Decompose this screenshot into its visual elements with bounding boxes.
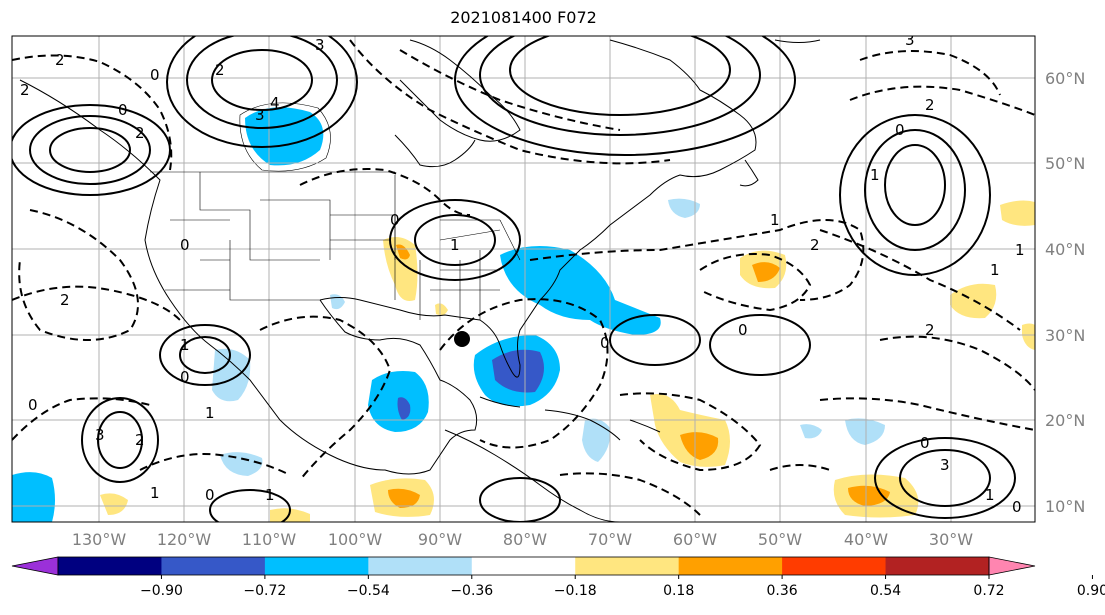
colorbar-segment: [368, 557, 473, 575]
contour-label: 1: [265, 486, 275, 504]
solid-contours: [12, 36, 1016, 522]
storm-center-marker: [454, 331, 470, 347]
colorbar-segment: [885, 557, 990, 575]
colorbar-segment: [782, 557, 887, 575]
contour-label: 3: [940, 456, 950, 474]
latitude-labels: 60°N 50°N 40°N 30°N 20°N 10°N: [1045, 69, 1085, 516]
colorbar-outline: [57, 556, 990, 576]
dashed-contours: [12, 39, 1035, 516]
negative-shading: [12, 102, 885, 522]
contour-label: 0: [118, 101, 128, 119]
colorbar-segment: [161, 557, 266, 575]
political-borders: [150, 171, 521, 320]
contour-label: 3: [95, 426, 105, 444]
lat-label: 20°N: [1045, 411, 1085, 430]
colorbar-tick-label: 0.36: [767, 583, 798, 599]
map-title: 2021081400 F072: [450, 8, 597, 27]
contour-label: 2: [20, 81, 30, 99]
contour-label: 1: [985, 486, 995, 504]
colorbar-segment: [264, 557, 369, 575]
contour-label: 2: [135, 431, 145, 449]
colorbar-tick-label: −0.18: [554, 583, 597, 599]
contour-label: 2: [215, 61, 225, 79]
contour-label: 1: [205, 404, 215, 422]
contour-label: 0: [150, 66, 160, 84]
lon-label: 30°W: [929, 530, 973, 549]
contour-label: 1: [770, 211, 780, 229]
positive-shading: [100, 200, 1035, 522]
contour-label: 4: [270, 94, 280, 112]
contour-label: 1: [870, 166, 880, 184]
contour-label: 0: [390, 211, 400, 229]
contour-label: 2: [60, 291, 70, 309]
colorbar-tick-label: 0.18: [663, 583, 694, 599]
contour-label: 1: [450, 236, 460, 254]
longitude-labels: 130°W 120°W 110°W 100°W 90°W 80°W 70°W 6…: [72, 530, 973, 549]
contour-label: 3: [315, 36, 325, 54]
lon-label: 70°W: [588, 530, 632, 549]
contour-label: 0: [738, 321, 748, 339]
lon-label: 100°W: [328, 530, 383, 549]
colorbar-extend-low: [11, 556, 59, 576]
lon-label: 90°W: [418, 530, 462, 549]
contour-label: 0: [28, 396, 38, 414]
contour-label: 2: [925, 321, 935, 339]
lon-label: 40°W: [844, 530, 888, 549]
contour-label: 0: [600, 334, 610, 352]
contour-label: 2: [810, 236, 820, 254]
contour-label: 2: [135, 124, 145, 142]
colorbar-tick-label: −0.90: [140, 583, 183, 599]
contour-label: 2: [925, 96, 935, 114]
contour-label: 1: [150, 484, 160, 502]
lat-label: 50°N: [1045, 154, 1085, 173]
contour-label: 0: [180, 368, 190, 386]
colorbar-tick-label: 0.90: [1077, 583, 1105, 599]
graticule: [12, 36, 1035, 522]
lon-label: 60°W: [673, 530, 717, 549]
contour-label: 1: [990, 261, 1000, 279]
colorbar-tick-label: 0.54: [870, 583, 901, 599]
lon-label: 120°W: [157, 530, 212, 549]
lat-label: 40°N: [1045, 240, 1085, 259]
contour-label: 0: [205, 486, 215, 504]
colorbar-tick-label: −0.36: [450, 583, 493, 599]
contour-label: 2: [55, 51, 65, 69]
colorbar-segment: [471, 557, 576, 575]
colorbar: −0.90 −0.72 −0.54 −0.36 −0.18 0.18 0.36 0.54 0.7…: [11, 556, 1105, 599]
contour-label: 0: [180, 236, 190, 254]
contour-label: 0: [920, 434, 930, 452]
colorbar-tick-label: −0.72: [243, 583, 286, 599]
contour-label: 1: [1015, 241, 1025, 259]
contour-label: 3: [255, 106, 265, 124]
lat-label: 30°N: [1045, 326, 1085, 345]
colorbar-segment: [58, 557, 162, 575]
lon-label: 50°W: [758, 530, 802, 549]
colorbar-segment: [575, 557, 680, 575]
colorbar-extend-high: [988, 556, 1036, 576]
contour-label: 3: [905, 31, 915, 49]
lat-label: 10°N: [1045, 497, 1085, 516]
contour-labels: 0 2 3 2 4 3 2 0 2 0 0 2 1 0 1 2 3 0 1 2 …: [20, 31, 1025, 516]
lon-label: 130°W: [72, 530, 127, 549]
contour-label: 1: [180, 336, 190, 354]
lon-label: 110°W: [242, 530, 297, 549]
colorbar-tick-label: 0.72: [973, 583, 1004, 599]
contour-label: 0: [895, 121, 905, 139]
colorbar-segment: [678, 557, 783, 575]
coastlines: [19, 39, 821, 522]
contour-label: 0: [1012, 498, 1022, 516]
lat-label: 60°N: [1045, 69, 1085, 88]
colorbar-tick-label: −0.54: [347, 583, 390, 599]
map-frame: [11, 35, 1036, 523]
lon-label: 80°W: [503, 530, 547, 549]
